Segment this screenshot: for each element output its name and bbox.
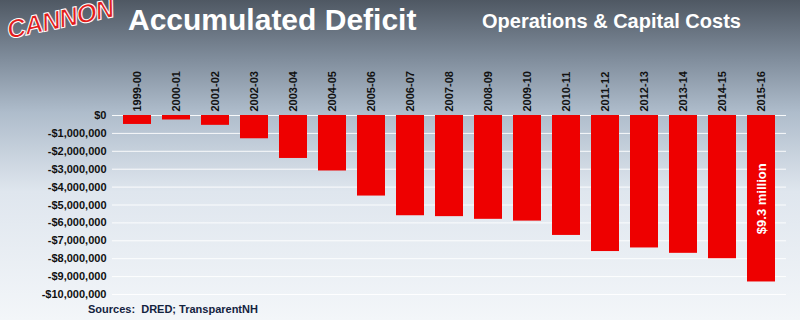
svg-text:-$1,000,000: -$1,000,000: [48, 127, 107, 139]
svg-text:$0: $0: [94, 109, 106, 121]
svg-text:2008-09: 2008-09: [482, 71, 494, 111]
html-text:Sources: DRED; TransparentNH: Sources: DRED; TransparentNH: [88, 303, 258, 315]
svg-text:-$7,000,000: -$7,000,000: [48, 234, 107, 246]
svg-text:2009-10: 2009-10: [521, 71, 533, 111]
svg-text:-$4,000,000: -$4,000,000: [48, 181, 107, 193]
svg-text:2013-14: 2013-14: [677, 70, 689, 111]
svg-text:2001-02: 2001-02: [209, 71, 221, 111]
svg-text:1999-00: 1999-00: [131, 71, 143, 111]
svg-text:2014-15: 2014-15: [716, 71, 728, 111]
svg-text:2012-13: 2012-13: [638, 71, 650, 111]
svg-text:2010-11: 2010-11: [560, 72, 572, 112]
svg-text:-$8,000,000: -$8,000,000: [48, 252, 107, 264]
svg-text:2002-03: 2002-03: [248, 71, 260, 111]
svg-text:-$6,000,000: -$6,000,000: [48, 216, 107, 228]
svg-text:2007-08: 2007-08: [443, 71, 455, 111]
svg-text:-$3,000,000: -$3,000,000: [48, 163, 107, 175]
svg-text:2006-07: 2006-07: [404, 71, 416, 111]
svg-text:-$10,000,000: -$10,000,000: [42, 288, 107, 300]
svg-text:$9.3 million: $9.3 million: [754, 163, 769, 234]
svg-text:-$2,000,000: -$2,000,000: [48, 145, 107, 157]
svg-text:-$5,000,000: -$5,000,000: [48, 199, 107, 211]
svg-text:2003-04: 2003-04: [287, 70, 299, 111]
svg-text:2000-01: 2000-01: [170, 71, 182, 111]
svg-text:2011-12: 2011-12: [599, 72, 611, 112]
html-text:Accumulated Deficit: Accumulated Deficit: [128, 3, 417, 36]
svg-text:2015-16: 2015-16: [755, 71, 767, 111]
svg-text:2005-06: 2005-06: [365, 71, 377, 111]
svg-text:-$9,000,000: -$9,000,000: [48, 270, 107, 282]
html-text:Operations & Capital Costs: Operations & Capital Costs: [482, 10, 741, 32]
svg-text:2004-05: 2004-05: [326, 71, 338, 111]
